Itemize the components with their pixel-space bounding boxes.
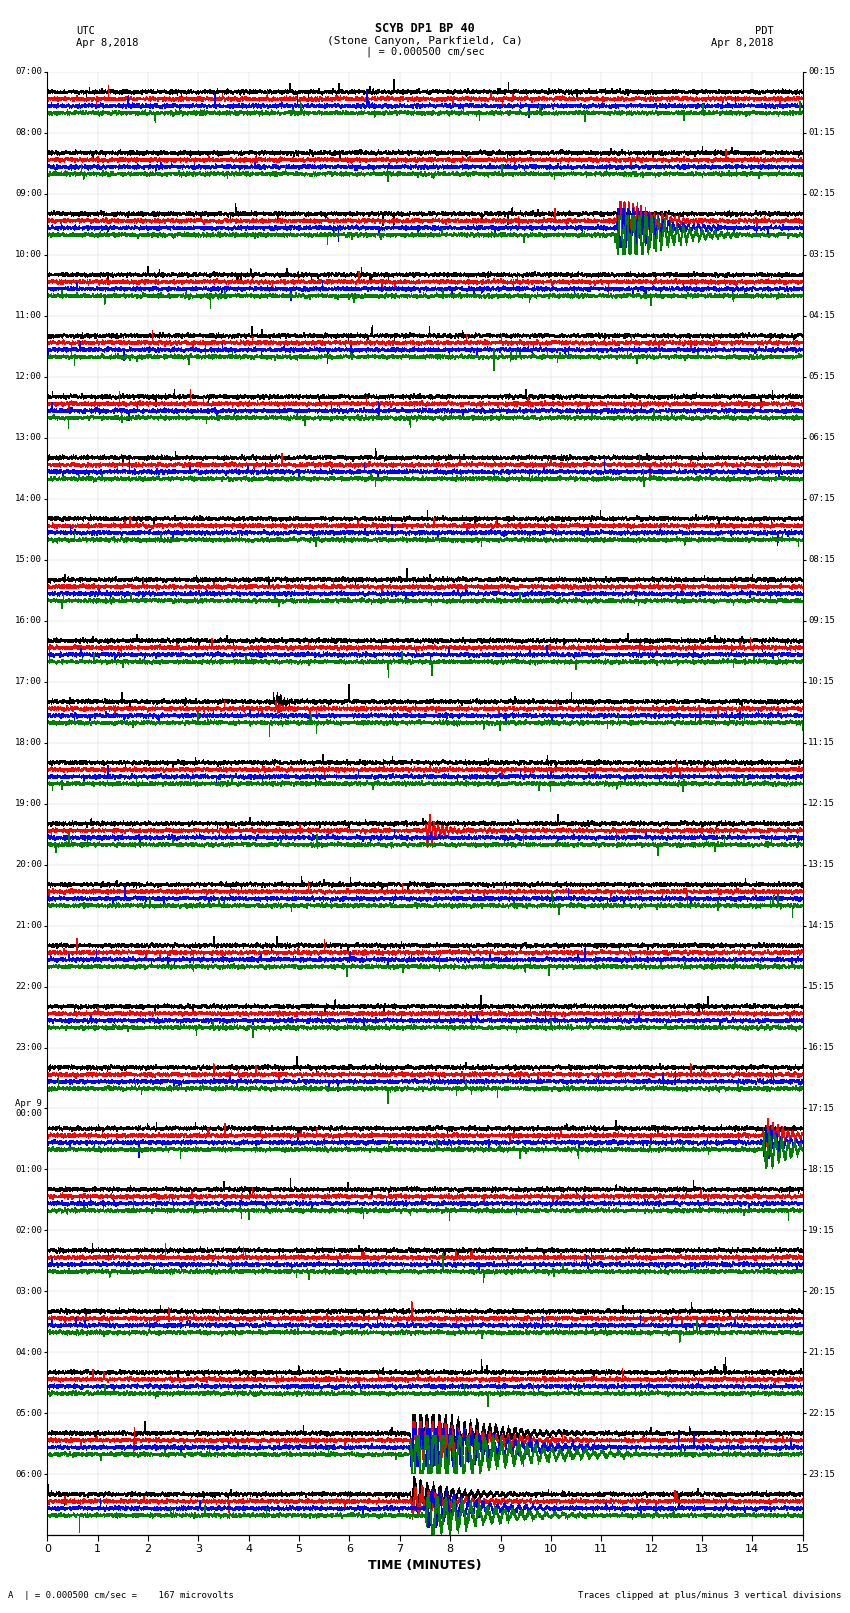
Text: Traces clipped at plus/minus 3 vertical divisions: Traces clipped at plus/minus 3 vertical … bbox=[578, 1590, 842, 1600]
Text: UTC: UTC bbox=[76, 26, 95, 37]
Text: SCYB DP1 BP 40: SCYB DP1 BP 40 bbox=[375, 21, 475, 35]
Text: Apr 8,2018: Apr 8,2018 bbox=[711, 37, 774, 47]
Text: PDT: PDT bbox=[755, 26, 774, 37]
Text: | = 0.000500 cm/sec: | = 0.000500 cm/sec bbox=[366, 47, 484, 58]
Text: Apr 8,2018: Apr 8,2018 bbox=[76, 37, 139, 47]
Text: A  | = 0.000500 cm/sec =    167 microvolts: A | = 0.000500 cm/sec = 167 microvolts bbox=[8, 1590, 235, 1600]
Text: (Stone Canyon, Parkfield, Ca): (Stone Canyon, Parkfield, Ca) bbox=[327, 35, 523, 45]
X-axis label: TIME (MINUTES): TIME (MINUTES) bbox=[368, 1560, 482, 1573]
